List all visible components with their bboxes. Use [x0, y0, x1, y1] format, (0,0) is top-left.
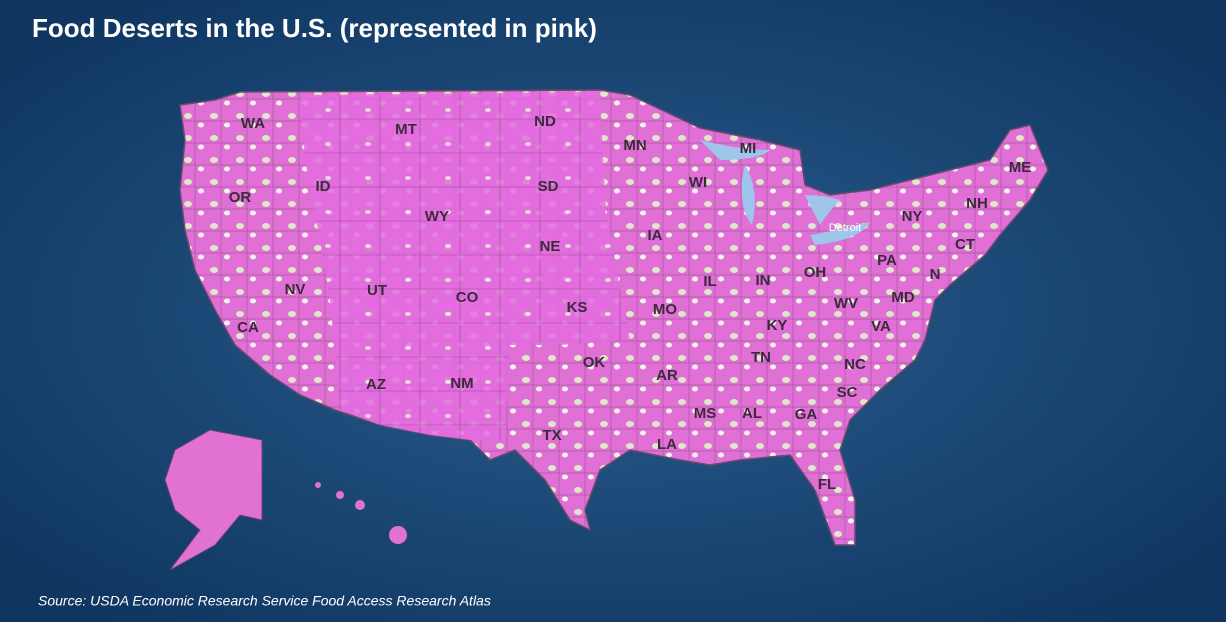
state-label: NM: [450, 375, 473, 392]
state-label: N: [930, 266, 941, 283]
state-label: MI: [740, 140, 757, 157]
hawaii: [315, 482, 407, 544]
state-label: MS: [694, 405, 717, 422]
state-label: KY: [767, 317, 788, 334]
state-label: SD: [538, 178, 559, 195]
city-label: Detroit: [829, 222, 861, 234]
state-label: MT: [395, 121, 417, 138]
state-label: CO: [456, 289, 479, 306]
state-label: NE: [540, 238, 561, 255]
state-label: OH: [804, 264, 827, 281]
title: Food Deserts in the U.S. (represented in…: [32, 13, 597, 43]
state-label: CT: [955, 236, 975, 253]
state-label: OK: [583, 354, 606, 371]
state-label: PA: [877, 252, 897, 269]
state-label: MD: [891, 289, 914, 306]
state-label: ME: [1009, 159, 1032, 176]
state-label: WI: [689, 174, 707, 191]
state-label: IL: [703, 273, 716, 290]
state-label: NV: [285, 281, 306, 298]
western-region: [300, 92, 630, 440]
state-label: KS: [567, 299, 588, 316]
state-label: CA: [237, 319, 259, 336]
state-label: NH: [966, 195, 988, 212]
state-label: ND: [534, 113, 556, 130]
state-label: MN: [623, 137, 646, 154]
state-label: SC: [837, 384, 858, 401]
state-label: NC: [844, 356, 866, 373]
great-lakes: [700, 140, 870, 245]
state-label: TX: [542, 427, 561, 444]
state-label: TN: [751, 349, 771, 366]
state-label: AZ: [366, 376, 386, 393]
state-label: AL: [742, 405, 762, 422]
state-label: UT: [367, 282, 387, 299]
state-label: VA: [871, 318, 891, 335]
state-label: FL: [818, 476, 836, 493]
state-label: ID: [316, 178, 331, 195]
state-label: WY: [425, 208, 449, 225]
source: Source: USDA Economic Research Service F…: [38, 593, 491, 609]
state-label: MO: [653, 301, 677, 318]
state-label: AR: [656, 367, 678, 384]
state-label: IA: [648, 227, 663, 244]
alaska: [164, 429, 263, 571]
labels: WA MT ND MN MI ME OR ID SD WI WY NY NH IA NE CT PA NV UT CO…: [229, 113, 1032, 493]
state-label: NY: [902, 208, 923, 225]
state-label: GA: [795, 406, 818, 423]
state-label: LA: [657, 436, 677, 453]
state-label: WV: [834, 295, 858, 312]
state-label: OR: [229, 189, 252, 206]
state-label: IN: [756, 272, 771, 289]
state-label: WA: [241, 115, 265, 132]
